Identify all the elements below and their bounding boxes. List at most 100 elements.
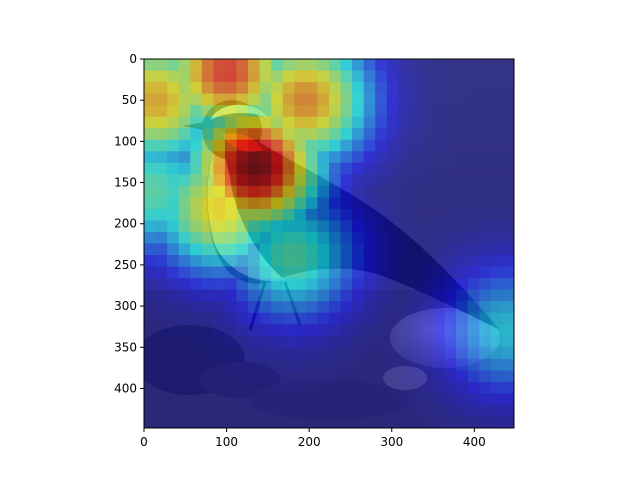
heatmap-cell [305, 370, 319, 383]
heatmap-cell [271, 289, 284, 302]
heatmap-cell [467, 289, 480, 302]
heatmap-cell [178, 370, 191, 383]
heatmap-cell [398, 312, 411, 325]
heatmap-cell [167, 335, 180, 348]
heatmap-cell [201, 231, 214, 245]
heatmap-cell [433, 301, 446, 314]
heatmap-cell [282, 82, 295, 95]
heatmap-cell [305, 139, 319, 152]
heatmap-cell [305, 358, 319, 371]
heatmap-cell [213, 162, 226, 175]
heatmap-cell [294, 416, 307, 428]
heatmap-cell [375, 243, 388, 256]
heatmap-cell [317, 404, 330, 418]
heatmap-cell [340, 105, 353, 118]
heatmap-cell [213, 393, 226, 406]
heatmap-cell [248, 231, 261, 245]
heatmap-cell [363, 278, 376, 291]
heatmap-cell [178, 151, 191, 164]
heatmap-cell [271, 324, 284, 337]
heatmap-cell [271, 128, 284, 141]
heatmap-cell [213, 301, 226, 314]
heatmap-cell [502, 128, 514, 141]
heatmap-cell [409, 93, 423, 106]
heatmap-cell [167, 243, 180, 256]
x-tick-label: 400 [463, 435, 486, 449]
heatmap-cell [329, 347, 342, 360]
heatmap-cell [409, 289, 423, 302]
heatmap-cell [155, 404, 168, 418]
heatmap-cell [409, 197, 423, 210]
heatmap-cell [294, 289, 307, 302]
heatmap-cell [201, 162, 214, 175]
heatmap-cell [467, 358, 480, 371]
heatmap-cell [352, 197, 365, 210]
heatmap-cell [213, 324, 226, 337]
heatmap-cell [433, 128, 446, 141]
heatmap-cell [467, 278, 480, 291]
heatmap-cell [317, 139, 330, 152]
x-axis: 0 100 200 300 400 [140, 428, 486, 449]
heatmap-cell [236, 208, 249, 222]
heatmap-cell [236, 162, 249, 175]
heatmap-cell [155, 116, 168, 129]
heatmap-cell [224, 231, 238, 245]
heatmap-cell [467, 162, 480, 175]
heatmap-cell [340, 59, 353, 72]
heatmap-cell [444, 278, 457, 291]
heatmap-cell [467, 105, 480, 118]
heatmap-cell [167, 231, 180, 245]
heatmap-cell [386, 301, 399, 314]
heatmap-cell [213, 347, 226, 360]
heatmap-cell [409, 370, 423, 383]
heatmap-cell [433, 358, 446, 371]
heatmap-cell [190, 255, 203, 268]
heatmap-cell [340, 347, 353, 360]
heatmap-cell [421, 174, 434, 187]
heatmap-cell [294, 82, 307, 95]
heatmap-cell [490, 266, 504, 279]
heatmap-cell [490, 174, 504, 187]
heatmap-cell [144, 139, 157, 152]
heatmap-cell [305, 335, 319, 348]
heatmap-cell [444, 59, 457, 72]
heatmap-cell [398, 404, 411, 418]
heatmap-cell [340, 197, 353, 210]
heatmap-cell [259, 335, 272, 348]
heatmap-cell [409, 139, 423, 152]
heatmap-cell [479, 416, 492, 428]
heatmap-cell [305, 381, 319, 395]
heatmap-cell [456, 347, 469, 360]
heatmap-cell [409, 105, 423, 118]
heatmap-cell [213, 370, 226, 383]
heatmap-cell [409, 128, 423, 141]
heatmap-cell [224, 70, 238, 83]
heatmap-cell [167, 93, 180, 106]
heatmap-cell [248, 174, 261, 187]
heatmap-cell [479, 185, 492, 198]
heatmap-cell [409, 82, 423, 95]
heatmap-cell [201, 243, 214, 256]
heatmap-cell [398, 128, 411, 141]
heatmap-cell [213, 208, 226, 222]
heatmap-cell [294, 381, 307, 395]
heatmap-cell [190, 301, 203, 314]
heatmap-cell [155, 82, 168, 95]
heatmap-cell [352, 393, 365, 406]
heatmap-cell [213, 266, 226, 279]
heatmap-cell [236, 185, 249, 198]
heatmap-cell [490, 139, 504, 152]
heatmap-cell [409, 324, 423, 337]
heatmap-cell [224, 393, 238, 406]
heatmap-cell [155, 255, 168, 268]
heatmap-cell [386, 370, 399, 383]
heatmap-cell [317, 59, 330, 72]
heatmap-cell [409, 151, 423, 164]
heatmap-cell [340, 358, 353, 371]
heatmap-cell [363, 335, 376, 348]
heatmap-cell [409, 243, 423, 256]
heatmap-cell [224, 266, 238, 279]
heatmap-cell [467, 255, 480, 268]
heatmap-cell [467, 93, 480, 106]
heatmap-cell [248, 381, 261, 395]
